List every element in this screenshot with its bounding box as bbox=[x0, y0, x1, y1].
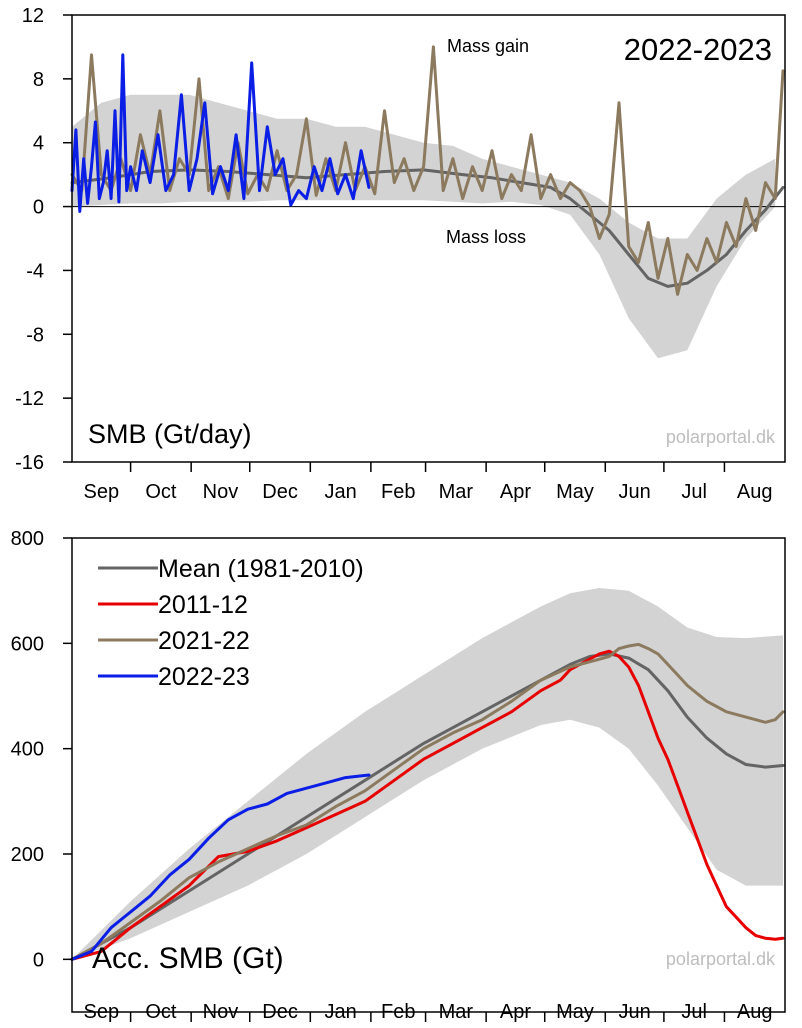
x-month-label: Sep bbox=[84, 1001, 120, 1023]
y-tick-label: -16 bbox=[15, 452, 44, 474]
range-band-area bbox=[72, 588, 783, 960]
daily-smb-series-group bbox=[70, 45, 785, 296]
y-tick-label: 12 bbox=[22, 5, 44, 27]
x-month-label: Oct bbox=[145, 1001, 177, 1023]
x-month-label: May bbox=[556, 1001, 594, 1023]
series-line-mean-1981-2010 bbox=[70, 652, 785, 961]
x-month-label: Sep bbox=[84, 481, 120, 503]
series-line-2021-22 bbox=[70, 45, 785, 296]
series-line-mean-1981-2010 bbox=[70, 168, 785, 288]
x-month-label: Jun bbox=[618, 481, 650, 503]
y-tick-label: -4 bbox=[26, 260, 44, 282]
x-month-label: Dec bbox=[262, 481, 298, 503]
y-tick-label: -12 bbox=[15, 388, 44, 410]
legend-label: Mean (1981-2010) bbox=[158, 555, 364, 583]
acc-smb-y-axis: 800 600 400 200 0 bbox=[11, 528, 72, 971]
x-month-label: Feb bbox=[381, 1001, 415, 1023]
season-label: 2022-2023 bbox=[624, 32, 772, 67]
series-line-2011-12 bbox=[70, 649, 785, 961]
acc-smb-x-axis: Sep Oct Nov Dec Jan Feb Mar Apr May Jun Jul Aug bbox=[84, 1001, 773, 1023]
acc-smb-series-group bbox=[70, 642, 785, 961]
y-tick-label: 4 bbox=[33, 133, 44, 155]
legend-label: 2022-23 bbox=[158, 663, 250, 691]
accumulated-smb-panel: 800 600 400 200 0 Sep Oct Nov Dec Jan Feb Mar Apr Ma… bbox=[11, 528, 786, 1023]
daily-smb-watermark: polarportal.dk bbox=[666, 427, 776, 447]
x-month-label: Aug bbox=[737, 1001, 773, 1023]
x-month-label: Aug bbox=[737, 481, 773, 503]
acc-smb-title: Acc. SMB (Gt) bbox=[92, 942, 284, 975]
x-month-label: Mar bbox=[439, 481, 474, 503]
legend-label: 2021-22 bbox=[158, 627, 250, 655]
x-month-label: Nov bbox=[203, 1001, 239, 1023]
daily-smb-panel: 12 8 4 0 -4 -8 -12 -16 Sep Oct Nov Dec Jan Feb Mar Apr… bbox=[15, 5, 786, 503]
daily-smb-y-axis: 12 8 4 0 -4 -8 -12 -16 bbox=[15, 5, 72, 474]
y-tick-label: 600 bbox=[11, 633, 44, 655]
y-tick-label: 0 bbox=[33, 197, 44, 219]
x-month-label: May bbox=[556, 481, 594, 503]
x-month-label: Nov bbox=[203, 481, 239, 503]
mass-loss-annotation: Mass loss bbox=[446, 227, 526, 247]
daily-smb-range-band bbox=[72, 94, 776, 359]
x-month-label: Jun bbox=[618, 1001, 650, 1023]
acc-smb-watermark: polarportal.dk bbox=[666, 949, 776, 969]
x-month-label: Feb bbox=[381, 481, 415, 503]
y-tick-label: 0 bbox=[33, 949, 44, 971]
y-tick-label: 200 bbox=[11, 844, 44, 866]
y-tick-label: 8 bbox=[33, 69, 44, 91]
range-band-area bbox=[72, 94, 776, 359]
x-month-label: Oct bbox=[145, 481, 177, 503]
daily-smb-x-axis: Sep Oct Nov Dec Jan Feb Mar Apr May Jun Jul Aug bbox=[84, 462, 773, 503]
acc-smb-plot-frame bbox=[71, 537, 786, 1013]
daily-smb-title: SMB (Gt/day) bbox=[88, 419, 252, 449]
series-line-2021-22 bbox=[70, 642, 785, 961]
x-month-label: Jan bbox=[324, 481, 356, 503]
x-month-label: Apr bbox=[500, 1001, 531, 1023]
acc-smb-range-band bbox=[72, 588, 783, 960]
x-month-label: Jul bbox=[681, 1001, 707, 1023]
daily-smb-plot-frame bbox=[71, 14, 786, 463]
x-month-label: Apr bbox=[500, 481, 531, 503]
legend-label: 2011-12 bbox=[158, 591, 248, 619]
x-month-label: Jul bbox=[681, 481, 707, 503]
y-tick-label: 400 bbox=[11, 739, 44, 761]
x-month-label: Jan bbox=[324, 1001, 356, 1023]
series-line-2022-23 bbox=[70, 773, 371, 961]
y-tick-label: -8 bbox=[26, 324, 44, 346]
x-month-label: Dec bbox=[262, 1001, 298, 1023]
acc-smb-legend: Mean (1981-2010) 2011-12 2021-22 2022-23 bbox=[98, 555, 364, 691]
y-tick-label: 800 bbox=[11, 528, 44, 550]
mass-gain-annotation: Mass gain bbox=[447, 36, 529, 56]
x-month-label: Mar bbox=[439, 1001, 474, 1023]
series-line-2022-23 bbox=[70, 53, 371, 213]
